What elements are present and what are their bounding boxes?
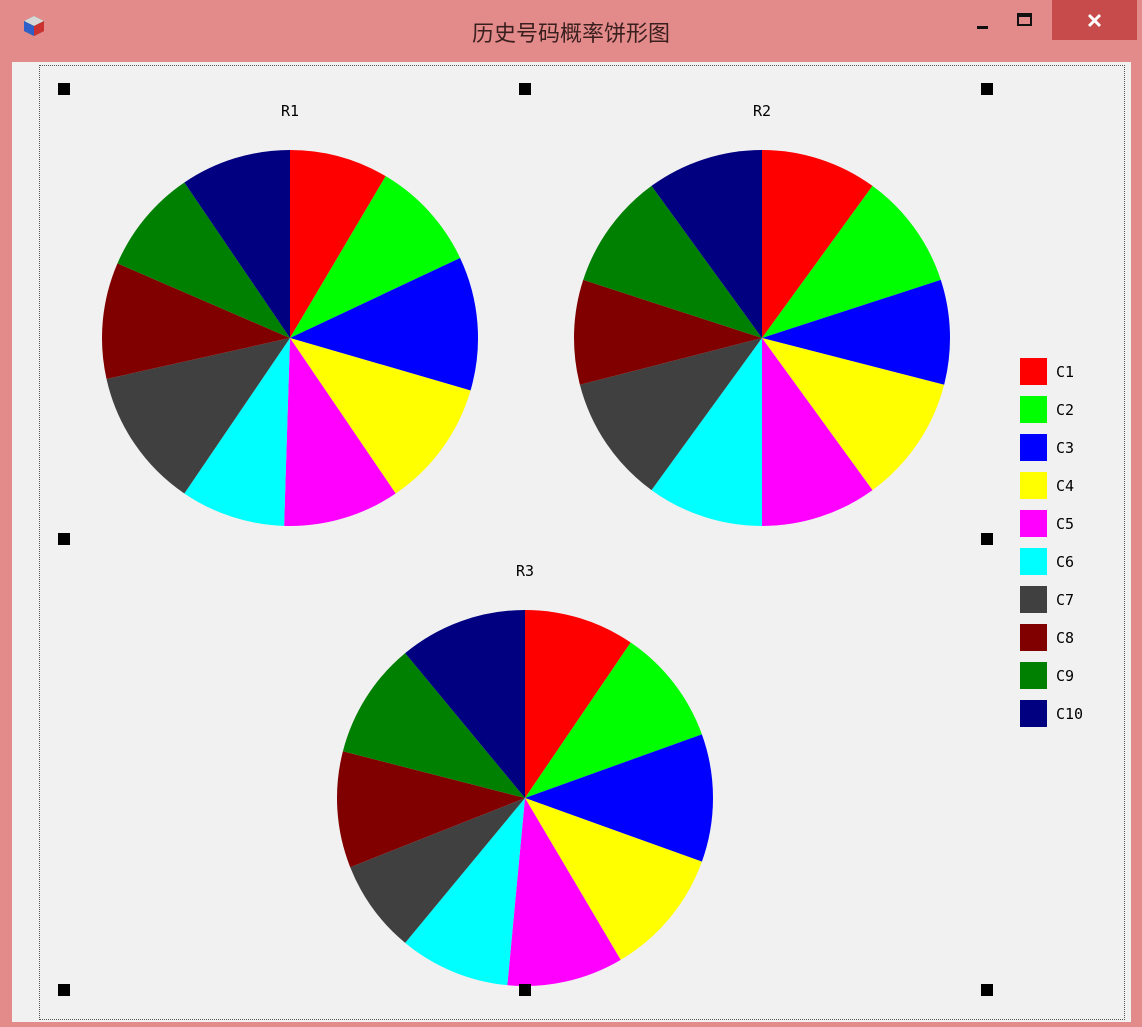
pie-r3-slice-c8 xyxy=(337,751,525,868)
legend-swatch xyxy=(1020,548,1047,575)
resize-handle[interactable] xyxy=(981,83,993,95)
pie-r3-slice-c6 xyxy=(405,798,525,986)
legend-label: C1 xyxy=(1056,363,1075,381)
pie-title: R3 xyxy=(516,562,534,580)
pie-r1-slice-c2 xyxy=(290,176,461,338)
client-area: R1 R2 R3 C1 C2 C3 C4 C5 C6 C7 C8 C9 C10 xyxy=(12,62,1131,1022)
legend-label: C2 xyxy=(1056,401,1075,419)
legend-label: C8 xyxy=(1056,629,1075,647)
pie-chart-canvas: R1 R2 R3 xyxy=(58,83,993,996)
legend: C1 C2 C3 C4 C5 C6 C7 C8 C9 C10 xyxy=(1020,358,1120,738)
pie-r2-slice-c9 xyxy=(583,185,762,338)
resize-handle[interactable] xyxy=(519,984,531,996)
pie-r3-slice-c9 xyxy=(342,653,525,798)
pie-r2-slice-c4 xyxy=(762,338,945,491)
pie-r1-slice-c9 xyxy=(117,182,291,338)
legend-swatch xyxy=(1020,396,1047,423)
legend-item-c5: C5 xyxy=(1020,510,1120,548)
legend-item-c4: C4 xyxy=(1020,472,1120,510)
pie-r3-slice-c3 xyxy=(525,734,714,862)
chart-frame[interactable] xyxy=(39,65,1125,1020)
legend-label: C3 xyxy=(1056,439,1075,457)
pie-r2-slice-c1 xyxy=(762,150,873,338)
pie-r1-slice-c3 xyxy=(290,257,479,391)
pie-r3-slice-c2 xyxy=(525,642,702,798)
pie-r1-slice-c8 xyxy=(102,263,290,380)
legend-swatch xyxy=(1020,358,1047,385)
app-cube-icon[interactable] xyxy=(22,14,46,38)
legend-item-c2: C2 xyxy=(1020,396,1120,434)
legend-swatch xyxy=(1020,700,1047,727)
maximize-icon xyxy=(1017,13,1032,26)
legend-swatch xyxy=(1020,472,1047,499)
pie-r2: R2 xyxy=(574,102,950,526)
legend-label: C6 xyxy=(1056,553,1075,571)
pie-r3-slice-c4 xyxy=(525,798,702,960)
pie-r3-slice-c10 xyxy=(405,610,525,798)
legend-swatch xyxy=(1020,434,1047,461)
pie-r2-slice-c10 xyxy=(651,150,762,338)
resize-handle[interactable] xyxy=(981,984,993,996)
legend-label: C5 xyxy=(1056,515,1075,533)
legend-item-c3: C3 xyxy=(1020,434,1120,472)
minimize-icon xyxy=(977,26,988,29)
pie-r2-slice-c8 xyxy=(574,279,762,385)
legend-item-c8: C8 xyxy=(1020,624,1120,662)
close-button[interactable] xyxy=(1052,0,1137,40)
legend-label: C4 xyxy=(1056,477,1075,495)
pie-r3: R3 xyxy=(337,562,714,987)
close-icon xyxy=(1087,13,1102,28)
legend-swatch xyxy=(1020,662,1047,689)
pie-r3-slice-c7 xyxy=(350,798,525,943)
legend-item-c6: C6 xyxy=(1020,548,1120,586)
legend-swatch xyxy=(1020,586,1047,613)
legend-swatch xyxy=(1020,510,1047,537)
legend-label: C7 xyxy=(1056,591,1075,609)
pie-r2-slice-c5 xyxy=(762,338,873,526)
pie-title: R1 xyxy=(281,102,299,120)
pie-r1-slice-c5 xyxy=(284,338,396,527)
minimize-button[interactable] xyxy=(966,4,1000,38)
resize-handle[interactable] xyxy=(981,533,993,545)
legend-label: C9 xyxy=(1056,667,1075,685)
pie-title: R2 xyxy=(753,102,771,120)
window-title: 历史号码概率饼形图 xyxy=(471,22,670,47)
pie-r1-slice-c4 xyxy=(290,338,471,494)
pie-r2-slice-c3 xyxy=(762,279,950,385)
resize-handle[interactable] xyxy=(58,533,70,545)
pie-r2-slice-c7 xyxy=(579,338,762,491)
resize-handle[interactable] xyxy=(519,83,531,95)
resize-handle[interactable] xyxy=(58,83,70,95)
legend-item-c7: C7 xyxy=(1020,586,1120,624)
resize-handle[interactable] xyxy=(58,984,70,996)
pie-r1-slice-c10 xyxy=(184,150,290,338)
legend-item-c9: C9 xyxy=(1020,662,1120,700)
pie-r1-slice-c1 xyxy=(290,150,386,338)
pie-r3-slice-c1 xyxy=(525,610,631,798)
pie-r1-slice-c7 xyxy=(106,338,290,494)
legend-item-c1: C1 xyxy=(1020,358,1120,396)
title-bar[interactable]: 历史号码概率饼形图 xyxy=(0,0,1142,62)
maximize-button[interactable] xyxy=(1008,4,1042,38)
legend-item-c10: C10 xyxy=(1020,700,1120,738)
pie-r3-slice-c5 xyxy=(507,798,621,987)
legend-swatch xyxy=(1020,624,1047,651)
pie-r2-slice-c2 xyxy=(762,185,941,338)
pie-r2-slice-c6 xyxy=(651,338,762,526)
pie-r1-slice-c6 xyxy=(184,338,290,526)
legend-label: C10 xyxy=(1056,705,1084,723)
pie-r1: R1 xyxy=(102,102,479,527)
